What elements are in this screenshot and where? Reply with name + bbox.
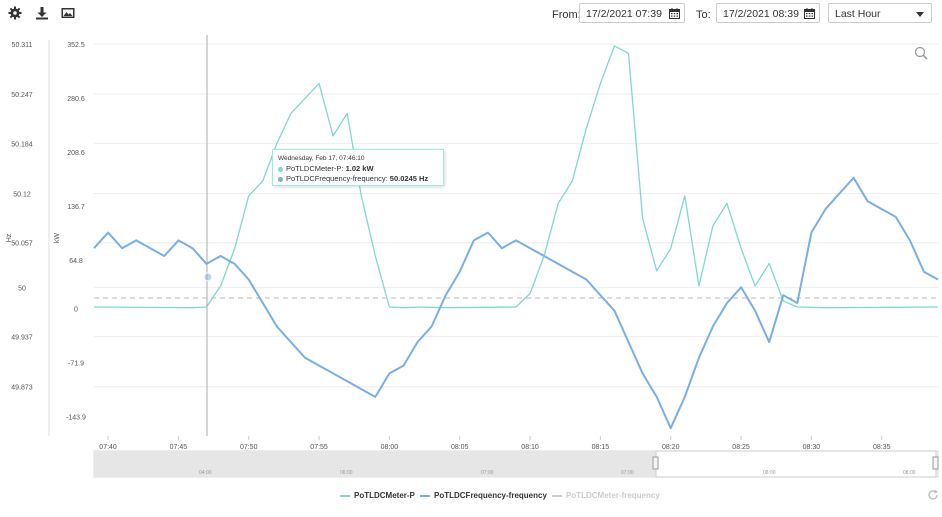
- x-tick-label: 07:45: [170, 444, 188, 451]
- y-tick-hz: 50: [18, 285, 26, 292]
- image-icon-svg: [61, 8, 75, 18]
- y-axis-kw-label: kW: [54, 233, 61, 244]
- legend: PoTLDCMeter-P PoTLDCFrequency-frequency …: [0, 491, 942, 503]
- x-tick-label: 08:00: [381, 444, 399, 451]
- zoom-reset-icon[interactable]: [914, 46, 928, 60]
- tooltip-header: Wednesday, Feb 17, 07:46:10: [278, 155, 365, 162]
- y-tick-kw: 0: [74, 306, 78, 313]
- from-date-value: 17/2/2021 07:39: [586, 8, 662, 20]
- hover-point: [203, 272, 213, 282]
- navigator-ticks: 04:00 06:00 07:00 07:00 08:00 08:00: [199, 470, 916, 476]
- x-tick-label: 08:30: [803, 444, 821, 451]
- tooltip-frequency-name: PoTLDCFrequency-frequency:: [286, 174, 390, 183]
- legend-swatch: [340, 494, 350, 497]
- refresh-icon[interactable]: [927, 489, 939, 501]
- x-tick-label: 07:50: [240, 444, 258, 451]
- to-date-value: 17/2/2021 08:39: [723, 8, 799, 20]
- legend-item-meter-frequency[interactable]: PoTLDCMeter-frequency: [552, 491, 660, 500]
- x-axis: 07:40 07:45 07:50 07:55 08:00 08:05 08:10 08:15…: [99, 436, 891, 451]
- y-tick-hz: 49.873: [11, 385, 33, 392]
- y-tick-kw: 352.5: [67, 42, 85, 49]
- tooltip-line-frequency: PoTLDCFrequency-frequency: 50.0245 Hz: [278, 174, 438, 184]
- navigator[interactable]: 04:00 06:00 07:00 07:00 08:00 08:00: [93, 450, 939, 478]
- x-tick-label: 07:55: [310, 444, 328, 451]
- y-axis-hz: 50.311 50.247 50.184 50.12 50.057 50 49.937 49.…: [11, 42, 33, 392]
- y-tick-hz: 50.057: [11, 241, 33, 248]
- image-icon[interactable]: [61, 6, 77, 22]
- y-tick-hz: 50.184: [11, 141, 33, 148]
- y-tick-kw: 280.6: [67, 96, 85, 103]
- chart-area[interactable]: 50.311 50.247 50.184 50.12 50.057 50 49.937 49.…: [0, 30, 942, 485]
- legend-label: PoTLDCMeter-frequency: [566, 491, 660, 500]
- legend-item-power[interactable]: PoTLDCMeter-P: [340, 491, 415, 500]
- navigator-shaded: [94, 451, 656, 477]
- navigator-tick-label: 08:00: [763, 470, 776, 476]
- legend-swatch: [420, 494, 430, 497]
- navigator-handle-right[interactable]: [932, 456, 939, 470]
- y-axis-kw: 352.5 280.6 208.6 136.7 64.8 0 -71.9 -143.9: [66, 42, 86, 421]
- y-tick-kw: -71.9: [68, 360, 84, 367]
- gear-icon[interactable]: [8, 6, 24, 22]
- y-tick-kw: 136.7: [67, 204, 85, 211]
- tooltip-dot: [278, 176, 283, 182]
- range-preset-select[interactable]: Last Hour: [828, 3, 932, 23]
- navigator-tick-label: 07:00: [481, 470, 494, 476]
- series-frequency-line: [93, 176, 939, 430]
- from-label: From:: [552, 9, 581, 21]
- to-label: To:: [696, 9, 711, 21]
- tooltip-line-power: PoTLDCMeter-P: 1.02 kW: [278, 164, 438, 174]
- x-tick-label: 08:25: [732, 444, 750, 451]
- x-tick-label: 08:05: [451, 444, 469, 451]
- tooltip-dot: [278, 166, 283, 172]
- y-tick-kw: 64.8: [69, 258, 83, 265]
- navigator-tick-label: 04:00: [199, 470, 212, 476]
- navigator-tick-label: 07:00: [621, 470, 634, 476]
- y-axis-hz-label: Hz: [6, 233, 13, 242]
- legend-item-frequency[interactable]: PoTLDCFrequency-frequency: [420, 491, 547, 500]
- legend-swatch: [552, 494, 562, 497]
- calendar-icon[interactable]: [669, 8, 680, 19]
- chevron-down-icon: [916, 12, 924, 17]
- x-tick-label: 08:15: [592, 444, 610, 451]
- legend-label: PoTLDCFrequency-frequency: [434, 491, 547, 500]
- tooltip-power-name: PoTLDCMeter-P:: [286, 164, 346, 173]
- gear-icon-svg: [8, 6, 22, 20]
- range-preset-value: Last Hour: [835, 8, 881, 20]
- x-tick-label: 08:10: [521, 444, 539, 451]
- series-group: [93, 45, 939, 430]
- series-power-line: [93, 45, 939, 309]
- tooltip-power-value: 1.02 kW: [345, 164, 374, 173]
- navigator-tick-label: 06:00: [340, 470, 353, 476]
- navigator-window[interactable]: [655, 450, 937, 478]
- y-tick-hz: 49.937: [11, 335, 33, 342]
- tooltip: Wednesday, Feb 17, 07:46:10 PoTLDCMeter-…: [272, 149, 444, 186]
- calendar-icon[interactable]: [804, 8, 815, 19]
- x-tick-label: 07:40: [99, 444, 117, 451]
- from-date-input[interactable]: 17/2/2021 07:39: [579, 3, 685, 23]
- y-tick-hz: 50.311: [12, 42, 33, 49]
- to-date-input[interactable]: 17/2/2021 08:39: [716, 3, 820, 23]
- y-tick-kw: 208.6: [67, 150, 85, 157]
- x-tick-label: 08:35: [873, 444, 891, 451]
- navigator-handle-left[interactable]: [652, 456, 659, 470]
- grid-lines: [94, 43, 938, 388]
- y-tick-hz: 50.12: [13, 191, 31, 198]
- y-tick-kw: -143.9: [66, 414, 86, 421]
- legend-label: PoTLDCMeter-P: [354, 491, 415, 500]
- tooltip-frequency-value: 50.0245 Hz: [389, 174, 429, 183]
- y-tick-hz: 50.247: [11, 92, 33, 99]
- download-icon-svg: [36, 7, 48, 20]
- x-tick-label: 08:20: [662, 444, 680, 451]
- download-icon[interactable]: [35, 6, 51, 22]
- navigator-tick-label: 08:00: [903, 470, 916, 476]
